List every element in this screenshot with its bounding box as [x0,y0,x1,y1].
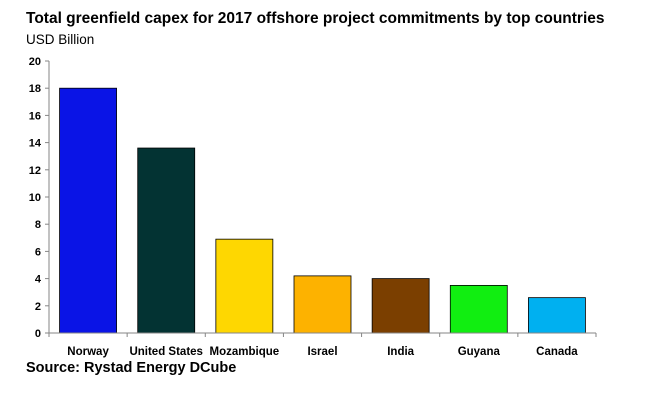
bar-mozambique [215,238,274,334]
bar-india [371,278,430,334]
y-tick-label: 12 [29,165,41,177]
x-category-label: United States [129,346,203,358]
bar-norway [59,87,117,334]
source-note: Source: Rystad Energy DCube [26,360,237,376]
y-tick-label: 16 [29,110,41,122]
x-category-label: Israel [307,346,337,358]
y-ticks-group: 0 2 4 6 8 10 12 14 16 18 20 [29,56,49,340]
bar-united-states [137,147,196,334]
y-tick-label: 18 [29,83,41,95]
bars-group [59,87,586,334]
y-tick-label: 0 [35,328,41,340]
y-tick-label: 4 [35,274,42,286]
bar-israel [293,275,352,334]
y-axis-unit-label: USD Billion [26,32,95,47]
x-category-label: India [387,346,414,358]
y-tick-label: 20 [29,56,41,68]
y-tick-label: 10 [29,192,41,204]
x-category-label: Canada [536,346,578,358]
bar-guyana [449,284,508,334]
y-tick-label: 6 [35,246,41,258]
x-category-label: Mozambique [210,346,280,358]
y-tick-label: 2 [35,301,41,313]
bar-chart: 0 2 4 6 8 10 12 14 16 18 20 Norway United States Moz… [29,56,597,358]
y-tick-label: 14 [29,138,42,150]
x-category-label: Guyana [458,346,501,358]
bar-canada [528,297,586,334]
chart-title: Total greenfield capex for 2017 offshore… [26,10,605,27]
x-category-label: Norway [67,346,109,358]
y-tick-label: 8 [35,219,41,231]
x-categories-group: Norway United States Mozambique Israel India… [67,346,578,358]
